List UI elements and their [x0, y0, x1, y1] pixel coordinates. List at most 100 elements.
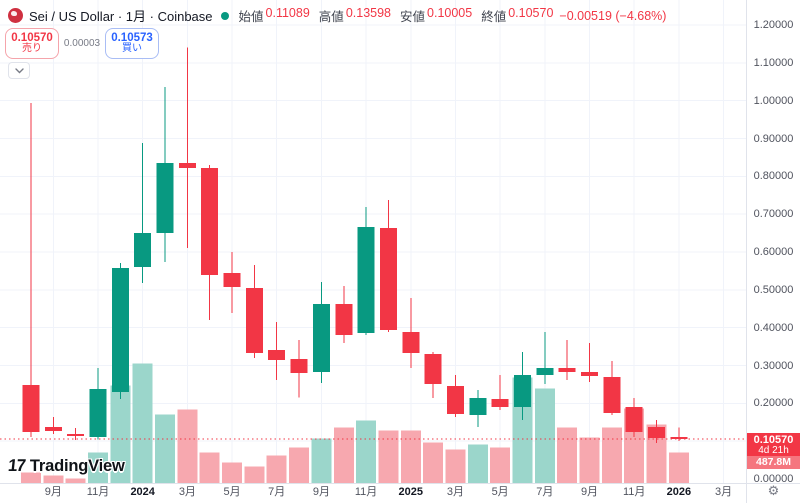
time-axis[interactable]: 9月 11月 2024 3月 5月 7月 9月 11月 2025 3月 5月 7月 9月 11月 2026 3…: [0, 484, 746, 503]
price-tick-label: 1.20000: [753, 19, 794, 31]
last-price-badge: 0.10570 4d 21h: [747, 433, 800, 457]
candle-body: [89, 388, 107, 438]
volume-badge: 487.8M: [747, 456, 800, 469]
volume-bar: [266, 455, 287, 484]
price-tick-label: 0.20000: [753, 397, 794, 410]
candle-body: [223, 272, 241, 287]
volume-bar: [88, 452, 109, 484]
candle-body: [290, 359, 308, 374]
tradingview-mark-icon: 17: [7, 456, 26, 475]
volume-bar: [289, 447, 310, 484]
volume-bar: [43, 475, 64, 484]
ohlc-value: 0.10005: [427, 6, 473, 20]
time-tick-label: 7月: [536, 486, 554, 498]
tradingview-logo[interactable]: 17 TradingView: [7, 456, 125, 476]
tradingview-logo-text: TradingView: [29, 456, 125, 475]
price-tick-label: 0.00000: [753, 473, 794, 485]
market-status-icon[interactable]: [220, 11, 229, 20]
volume-bar: [534, 388, 555, 484]
time-tick-label: 2024: [130, 486, 155, 498]
time-tick-label: 2026: [666, 486, 692, 498]
price-tick-label: 0.70000: [753, 208, 794, 221]
collapse-trade-panel-button[interactable]: [8, 62, 30, 79]
ohlc-label: 終値: [481, 10, 507, 24]
volume-bar: [467, 444, 488, 484]
ohlc-label: 高値: [318, 10, 344, 24]
candle-body: [44, 427, 62, 431]
price-tick-label: 0.60000: [753, 246, 794, 258]
time-tick-label: 3月: [178, 486, 196, 498]
candle-body: [245, 287, 263, 354]
candle-body: [558, 367, 576, 372]
volume-bar: [400, 430, 421, 484]
candle-body: [335, 303, 353, 335]
volume-bar: [199, 452, 220, 484]
chevron-down-icon: [14, 67, 24, 73]
candle-body: [424, 354, 442, 385]
price-tick-label: 1.00000: [753, 94, 794, 107]
volume-bar: [177, 409, 198, 484]
candle-body: [178, 163, 196, 169]
ohlc-item: 安値 0.10005: [400, 6, 472, 25]
volume-bar: [423, 442, 444, 484]
ohlc-label: 安値: [400, 10, 426, 24]
volume-bar: [445, 449, 466, 484]
candle-body: [513, 374, 531, 408]
ohlc-values: 始値 0.11089 高値 0.13598 安値 0.10005 終値 0.10570: [239, 6, 554, 25]
volume-bar: [601, 427, 622, 484]
candle-body: [670, 437, 688, 440]
volume-bar: [110, 385, 131, 484]
time-tick-label: 7月: [268, 486, 286, 498]
candle-body: [491, 398, 509, 408]
candle-body: [603, 376, 621, 413]
candle-body: [446, 385, 464, 414]
gear-icon: ⚙: [767, 484, 780, 499]
price-change: −0.00519 (−4.68%): [559, 8, 667, 23]
candle-body: [536, 367, 554, 375]
candle-body: [67, 433, 85, 436]
candle-body: [581, 371, 598, 377]
time-tick-label: 9月: [312, 486, 330, 498]
volume-bar: [557, 427, 578, 484]
price-tick-label: 0.80000: [753, 170, 794, 183]
candle-body: [134, 233, 152, 268]
sell-price: 0.10570: [11, 32, 53, 45]
candle-body: [268, 349, 286, 360]
price-tick-label: 0.30000: [753, 359, 794, 372]
price-axis[interactable]: 1.20000 1.10000 1.00000 0.90000 0.80000 0.700…: [747, 0, 800, 485]
volume-bar: [333, 427, 354, 484]
price-tick-label: 0.40000: [753, 321, 794, 334]
price-tick-label: 1.10000: [753, 56, 794, 69]
candle-body: [379, 227, 397, 330]
price-axis-settings-button[interactable]: ⚙: [747, 484, 800, 499]
ohlc-value: 0.13598: [345, 6, 391, 20]
candle-body: [22, 385, 40, 433]
symbol-title[interactable]: Sei / US Dollar · 1月 · Coinbase: [29, 9, 213, 24]
candle-body: [111, 267, 129, 392]
bar-countdown: 4d 21h: [758, 445, 789, 456]
ohlc-label: 始値: [238, 10, 264, 24]
ohlc-item: 高値 0.13598: [319, 6, 391, 25]
volume-bar: [378, 430, 399, 484]
time-tick-label: 9月: [580, 486, 599, 498]
volume-bar: [132, 363, 153, 484]
buy-button[interactable]: 0.10573 買い: [105, 28, 159, 59]
ohlc-item: 始値 0.11089: [239, 6, 310, 25]
candle-body: [648, 427, 666, 439]
volume-bar: [65, 478, 86, 484]
candle-body: [357, 227, 375, 333]
volume-bar: [244, 466, 265, 484]
volume-bar: [668, 452, 689, 484]
symbol-logo-icon: [8, 8, 23, 23]
price-tick-label: 0.90000: [753, 132, 794, 145]
time-tick-label: 5月: [491, 486, 509, 498]
time-tick-label: 3月: [714, 486, 733, 498]
time-tick-label: 11月: [86, 486, 110, 498]
volume-bar: [356, 420, 377, 484]
time-tick-label: 3月: [446, 486, 465, 498]
sell-button[interactable]: 0.10570 売り: [5, 28, 59, 59]
time-tick-label: 11月: [354, 486, 378, 498]
candle-body: [469, 398, 487, 416]
volume-bar: [579, 437, 600, 484]
